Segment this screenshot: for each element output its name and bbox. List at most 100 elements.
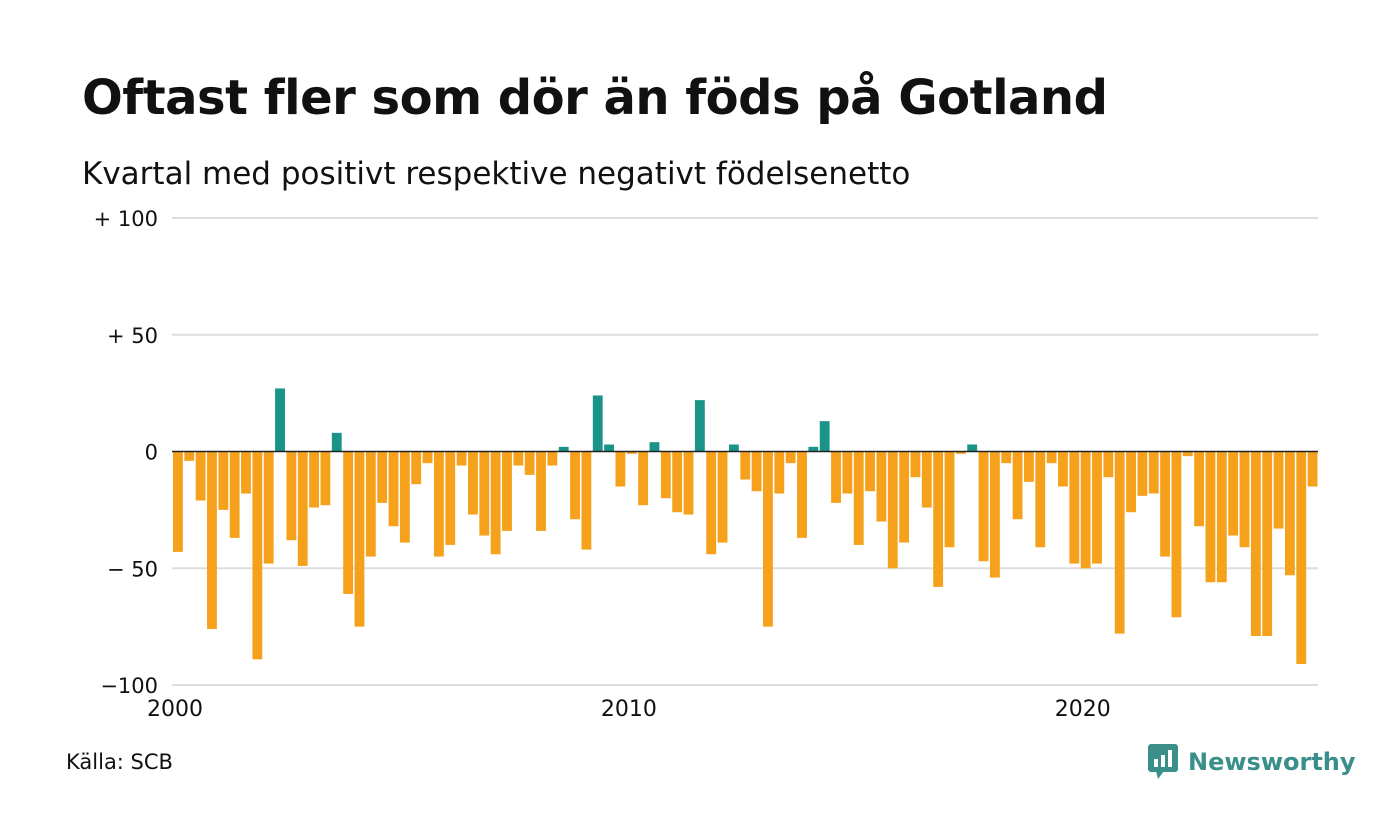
y-tick-label: 0 [145, 441, 158, 465]
x-tick-label: 2000 [147, 697, 203, 722]
bar-2006K2 [456, 451, 467, 466]
bar-2005K1 [399, 451, 410, 543]
bar-2008K3 [558, 446, 569, 452]
bar-2010K4 [660, 451, 671, 499]
bar-2005K4 [433, 451, 444, 557]
x-tick-label: 2020 [1055, 697, 1111, 722]
bar-2023K3 [1239, 451, 1250, 548]
bar-2020K4 [1114, 451, 1125, 634]
y-tick-label: − 50 [107, 557, 158, 581]
bar-2006K3 [468, 451, 478, 515]
bar-2006K4 [479, 451, 490, 536]
bar-2021K1 [1126, 451, 1136, 513]
bar-2021K2 [1137, 451, 1148, 496]
chart-title: Oftast fler som dör än föds på Gotland [82, 70, 1108, 126]
bar-2009K3 [604, 444, 615, 452]
bar-2007K3 [513, 451, 524, 466]
chart-subtitle: Kvartal med positivt respektive negativt… [82, 156, 911, 192]
y-tick-label: + 100 [94, 207, 158, 231]
bar-2014K4 [842, 451, 853, 494]
bar-2007K1 [490, 451, 501, 555]
bar-2017K3 [967, 444, 978, 452]
bar-2003K1 [309, 451, 320, 508]
bar-2009K2 [592, 395, 603, 452]
bar-2020K1 [1080, 451, 1091, 569]
bar-2009K1 [581, 451, 592, 550]
bar-2016K2 [910, 451, 921, 478]
bar-2000K1 [173, 451, 183, 552]
bar-2017K1 [944, 451, 955, 548]
bar-2015K1 [853, 451, 864, 545]
bar-2019K3 [1058, 451, 1068, 487]
bar-2019K1 [1035, 451, 1046, 548]
bar-2012K3 [740, 451, 751, 480]
bar-2020K3 [1103, 451, 1114, 478]
bar-2000K3 [195, 451, 206, 501]
source-note: Källa: SCB [66, 750, 173, 774]
bar-2014K1 [808, 446, 819, 452]
bar-2013K2 [774, 451, 785, 494]
bar-2013K4 [797, 451, 807, 538]
bar-2022K4 [1205, 451, 1216, 583]
bar-2001K3 [241, 451, 251, 494]
bar-2024K2 [1273, 451, 1284, 529]
bar-2008K2 [547, 451, 558, 466]
bar-2004K4 [388, 451, 399, 527]
bar-2024K1 [1262, 451, 1273, 636]
bar-2011K1 [672, 451, 683, 513]
bar-2013K3 [785, 451, 796, 464]
bar-2021K3 [1148, 451, 1159, 494]
bar-2023K4 [1250, 451, 1261, 636]
brand-logo: Newsworthy [1148, 744, 1356, 780]
bar-2001K2 [229, 451, 240, 538]
bar-2023K1 [1216, 451, 1227, 583]
bar-2014K2 [819, 421, 830, 452]
bar-2002K3 [286, 451, 297, 541]
bar-2012K2 [728, 444, 739, 452]
bar-2025K1 [1307, 451, 1318, 487]
newsworthy-logo-icon [1148, 744, 1178, 779]
bar-2010K2 [638, 451, 649, 506]
bar-2004K2 [365, 451, 376, 557]
bar-2001K1 [218, 451, 229, 510]
bar-2010K1 [626, 451, 637, 454]
bar-2007K2 [502, 451, 512, 531]
bar-2005K2 [411, 451, 422, 485]
bar-2015K3 [876, 451, 887, 522]
bar-2004K3 [377, 451, 388, 503]
bar-2021K4 [1160, 451, 1170, 557]
bar-2011K3 [694, 400, 705, 452]
bar-2006K1 [445, 451, 456, 545]
bar-2000K2 [184, 451, 195, 461]
y-tick-label: + 50 [107, 324, 158, 348]
bar-2000K4 [207, 451, 217, 629]
bar-2019K2 [1046, 451, 1057, 464]
x-tick-label: 2010 [601, 697, 657, 722]
bar-2012K1 [717, 451, 728, 543]
bar-2022K3 [1194, 451, 1205, 527]
bar-2002K2 [275, 388, 285, 452]
bar-2024K3 [1284, 451, 1295, 576]
bar-2008K4 [570, 451, 580, 520]
bar-2015K4 [887, 451, 898, 569]
bar-2023K2 [1228, 451, 1239, 536]
bar-2003K3 [331, 432, 342, 452]
bar-2019K4 [1069, 451, 1080, 564]
bar-2018K1 [989, 451, 1000, 578]
bar-2016K1 [899, 451, 910, 543]
bar-2016K3 [921, 451, 932, 508]
bar-2005K3 [422, 451, 433, 464]
bar-2013K1 [763, 451, 773, 627]
bar-2018K2 [1001, 451, 1012, 464]
bar-2002K4 [297, 451, 308, 566]
bar-2003K4 [343, 451, 354, 594]
bar-2024K4 [1296, 451, 1307, 664]
bar-2008K1 [536, 451, 546, 531]
bar-2018K3 [1012, 451, 1023, 520]
bar-2004K1 [354, 451, 365, 627]
bar-2016K4 [933, 451, 944, 587]
bar-2017K2 [955, 451, 966, 454]
bar-2010K3 [649, 442, 660, 452]
bar-2022K1 [1171, 451, 1182, 618]
